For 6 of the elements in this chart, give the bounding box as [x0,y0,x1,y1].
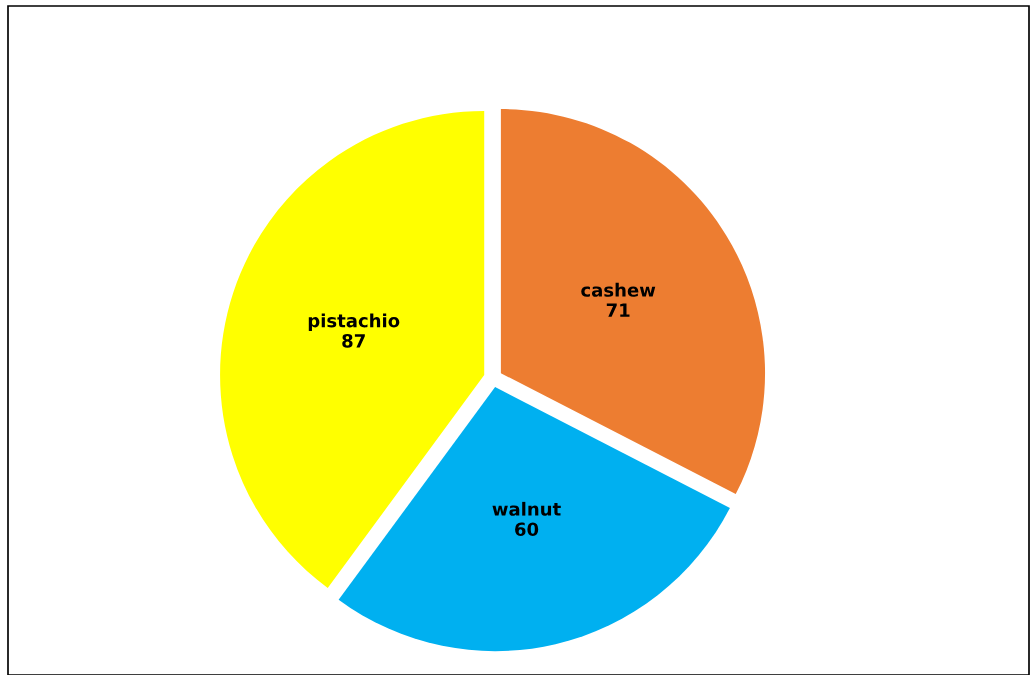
slice-label: cashew [581,282,656,297]
data-label: 87 [342,333,365,348]
slice-label: pistachio [308,313,400,331]
data-label: 60 [515,522,539,537]
slice-label: walnut [492,501,561,516]
data-label: 71 [606,303,630,317]
